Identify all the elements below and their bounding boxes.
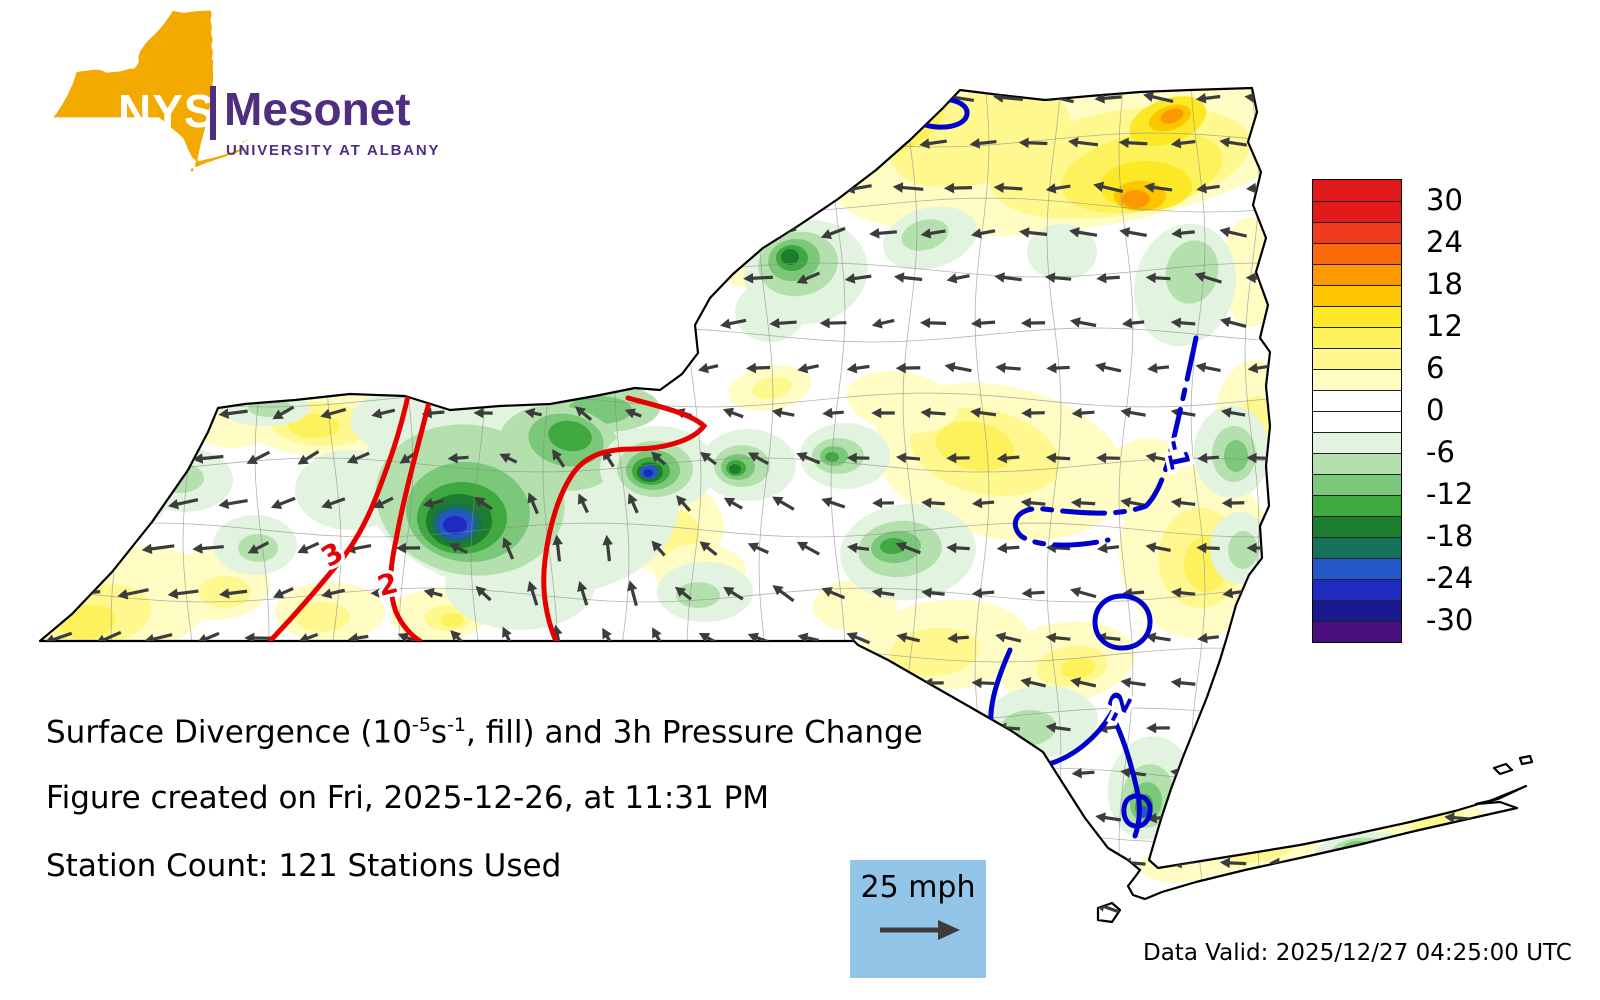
logo-nys-text: NYS	[118, 85, 216, 137]
colorbar-segment	[1313, 600, 1401, 621]
colorbar-segment	[1313, 453, 1401, 474]
colorbar-tick-label: 6	[1426, 351, 1445, 385]
nys-mesonet-logo: NYS Mesonet UNIVERSITY AT ALBANY	[52, 6, 439, 191]
colorbar-tick-label: 0	[1426, 393, 1445, 427]
colorbar-segment	[1313, 306, 1401, 327]
title-prefix: Surface Divergence (10	[46, 714, 412, 751]
colorbar-segment	[1313, 285, 1401, 306]
colorbar-segment	[1313, 474, 1401, 495]
colorbar-segment	[1313, 621, 1401, 642]
wind-scale-label: 25 mph	[860, 870, 976, 905]
title-mid: s	[430, 714, 448, 751]
colorbar-segment	[1313, 369, 1401, 390]
colorbar-labels: 30 24 18 12 6 0 -6 -12 -18 -24 -30	[1426, 179, 1516, 641]
colorbar-segment	[1313, 243, 1401, 264]
colorbar-segment	[1313, 348, 1401, 369]
colorbar-tick-label: -30	[1426, 603, 1474, 637]
colorbar-segment	[1313, 516, 1401, 537]
colorbar-segment	[1313, 180, 1401, 201]
wind-reference-arrow-icon	[880, 920, 960, 940]
colorbar-tick-label: -24	[1426, 561, 1474, 595]
title-sup-1: -1	[447, 714, 467, 736]
colorbar-segment	[1313, 327, 1401, 348]
station-count-line: Station Count: 121 Stations Used	[46, 848, 562, 884]
data-valid-line: Data Valid: 2025/12/27 04:25:00 UTC	[1143, 940, 1572, 966]
colorbar-segment	[1313, 495, 1401, 516]
logo-divider	[210, 86, 216, 140]
colorbar-scale	[1312, 179, 1402, 643]
title-sup-5: -5	[411, 714, 431, 736]
colorbar-segment	[1313, 222, 1401, 243]
colorbar-tick-label: 12	[1426, 309, 1463, 343]
colorbar-segment	[1313, 432, 1401, 453]
wind-scale-legend: 25 mph	[850, 860, 986, 978]
colorbar-tick-label: 18	[1426, 267, 1463, 301]
colorbar-segment	[1313, 390, 1401, 411]
colorbar-segment	[1313, 558, 1401, 579]
figure-title: Surface Divergence (10-5s-1, fill) and 3…	[46, 714, 923, 750]
colorbar-tick-label: -6	[1426, 435, 1455, 469]
colorbar-tick-label: 24	[1426, 225, 1463, 259]
figure-created-line: Figure created on Fri, 2025-12-26, at 11…	[46, 780, 770, 816]
pressure-contours-layer	[267, 96, 1199, 839]
colorbar-segment	[1313, 579, 1401, 600]
colorbar: 30 24 18 12 6 0 -6 -12 -18 -24 -30	[1312, 179, 1473, 643]
colorbar-tick-label: -18	[1426, 519, 1474, 553]
colorbar-tick-label: -12	[1426, 477, 1474, 511]
logo-university-text: UNIVERSITY AT ALBANY	[226, 142, 441, 159]
colorbar-segment	[1313, 537, 1401, 558]
colorbar-segment	[1313, 264, 1401, 285]
colorbar-tick-label: 30	[1426, 183, 1463, 217]
logo-mesonet-text: Mesonet	[224, 83, 411, 135]
colorbar-segment	[1313, 201, 1401, 222]
title-suffix: , fill) and 3h Pressure Change	[466, 714, 923, 751]
colorbar-segment	[1313, 411, 1401, 432]
